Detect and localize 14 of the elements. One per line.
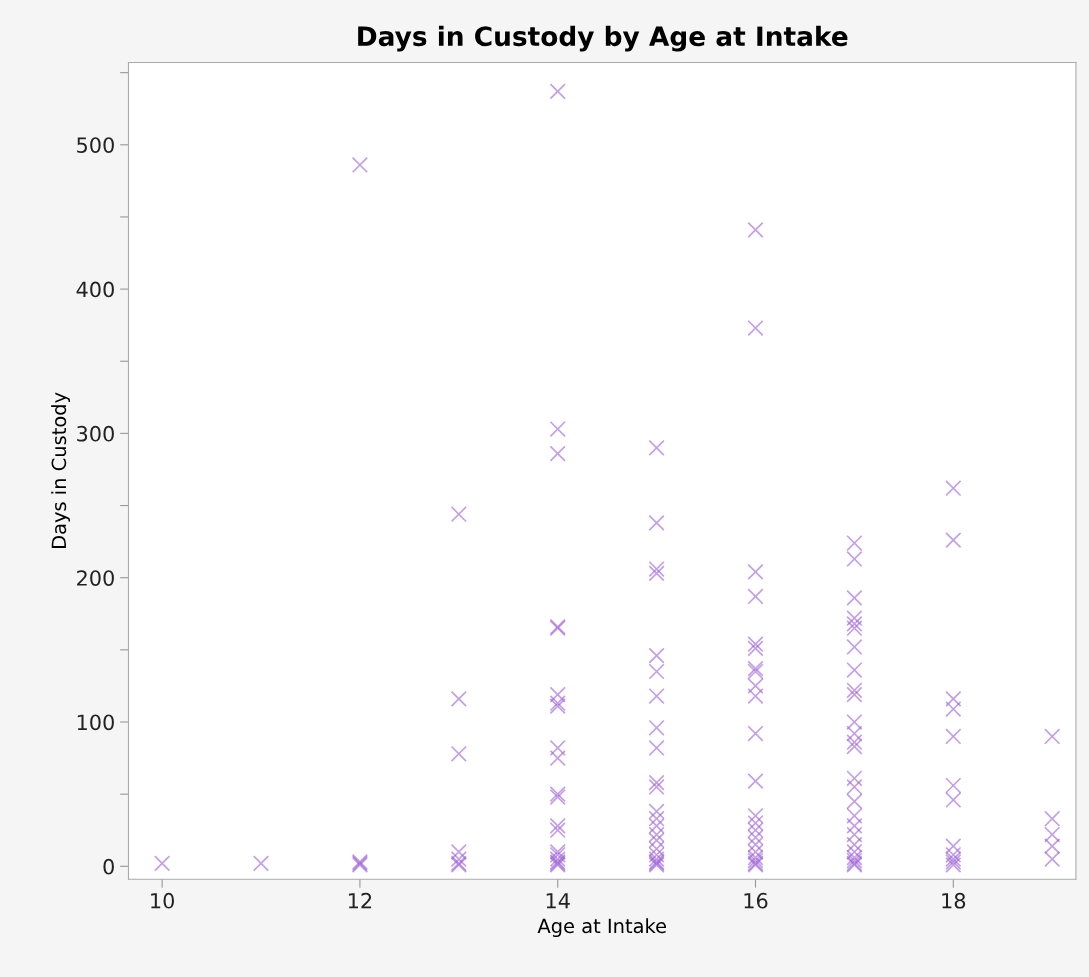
y-tick-label: 0 xyxy=(103,858,114,875)
chart-title: Days in Custody by Age at Intake xyxy=(358,25,848,52)
y-tick-label: 300 xyxy=(77,425,114,442)
x-axis-title: Age at Intake xyxy=(537,918,666,938)
y-tick-label: 100 xyxy=(77,714,114,731)
x-tick-label: 14 xyxy=(546,893,570,909)
y-tick-label: 500 xyxy=(77,137,114,153)
x-tick-label: 12 xyxy=(348,892,372,909)
y-axis-title: Days in Custody xyxy=(51,392,70,549)
y-tick-label: 400 xyxy=(76,281,114,298)
x-tick-label: 18 xyxy=(942,892,966,909)
y-tick-label: 200 xyxy=(77,570,114,586)
x-tick-label: 10 xyxy=(151,892,174,909)
x-tick-label: 16 xyxy=(744,892,768,909)
